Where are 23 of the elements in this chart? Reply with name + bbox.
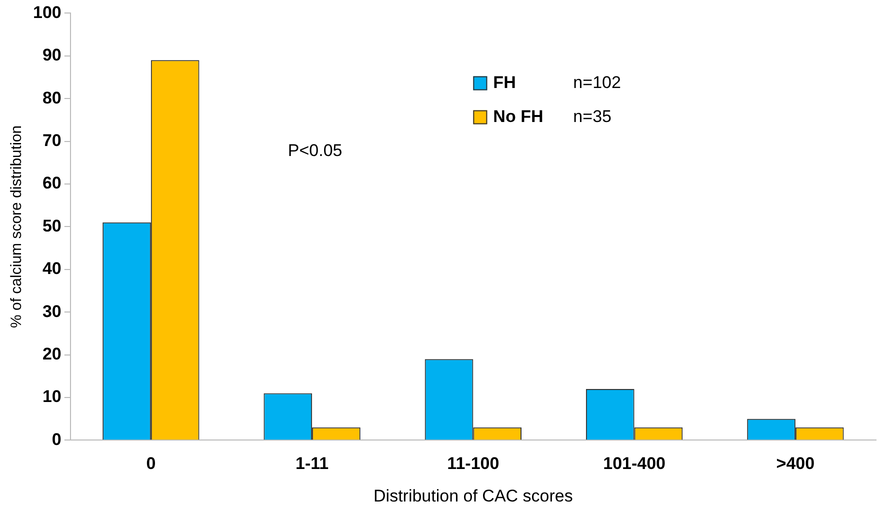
x-tick-label: >400 [776, 454, 815, 474]
annotation: n=35 [573, 106, 612, 126]
x-tick-label: 0 [146, 454, 156, 474]
annotation: n=102 [573, 72, 621, 92]
y-tick-label: 0 [52, 430, 62, 449]
y-tick-label: 30 [42, 302, 62, 321]
x-tick-label: 101-400 [603, 454, 666, 474]
y-tick-label: 60 [42, 174, 62, 193]
y-tick-label: 90 [42, 46, 62, 65]
y-axis-title: % of calcium score distribution [8, 125, 26, 328]
legend-label: FH [493, 72, 516, 92]
y-tick-label: 50 [42, 216, 62, 236]
x-tick-label: 11-100 [447, 454, 500, 474]
y-tick-label: 20 [42, 344, 62, 364]
annotation: P<0.05 [288, 140, 342, 160]
y-tick-label: 70 [42, 130, 62, 150]
y-tick-label: 10 [42, 387, 62, 406]
x-axis-title: Distribution of CAC scores [374, 486, 573, 506]
y-tick-label: 80 [42, 88, 62, 108]
y-tick-label: 40 [42, 259, 62, 278]
y-tick-label: 100 [32, 2, 62, 22]
legend-label: No FH [493, 106, 544, 126]
x-tick-label: 1-11 [296, 454, 329, 474]
